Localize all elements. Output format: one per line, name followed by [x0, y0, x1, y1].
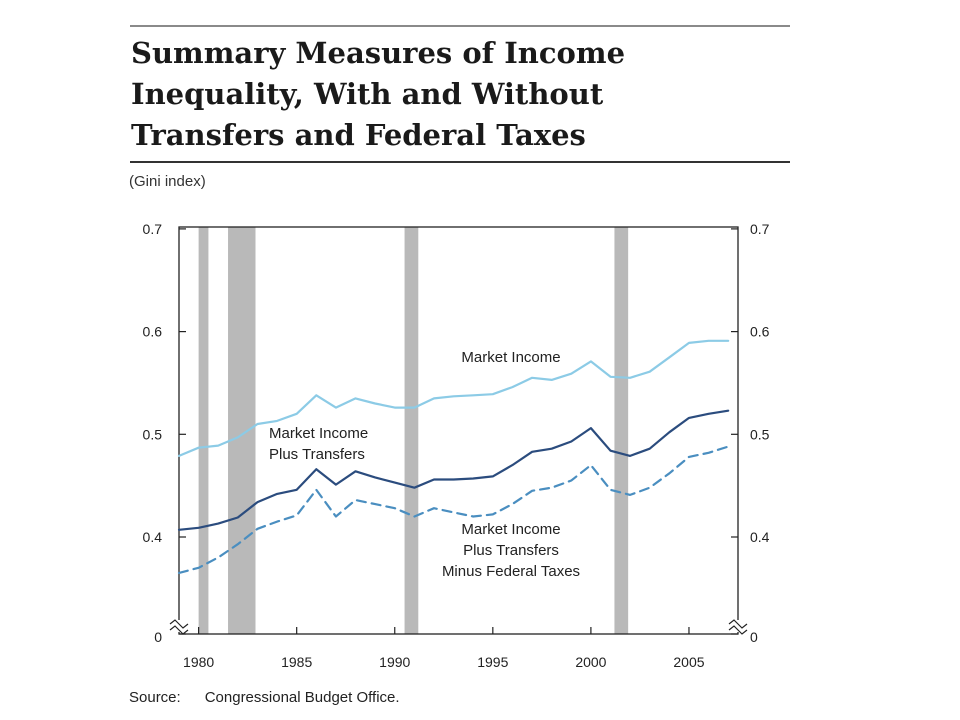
y-tick-label-left: 0.4	[143, 529, 163, 545]
chart-title: Summary Measures of Income Inequality, W…	[131, 33, 781, 156]
axis-break-bottom-1	[728, 625, 748, 635]
y-tick-label-right: 0.5	[750, 426, 770, 442]
x-tick-label: 2000	[575, 654, 606, 670]
y-tick-label-left: 0.7	[143, 221, 163, 237]
unit-label: (Gini index)	[129, 173, 206, 190]
annotation-line: Plus Transfers	[463, 542, 559, 559]
annotation-minus-taxes: Market Income Plus Transfers Minus Federal…	[442, 521, 580, 580]
y-axis-ticks: 0.7 0.7 0.6 0.6 0.5 0.5 0.4 0.4 0 0	[143, 221, 770, 645]
source-label: Source:	[129, 689, 181, 706]
annotation-line: Market Income	[269, 425, 368, 442]
y-tick-label-left: 0	[154, 629, 162, 645]
x-tick-label: 2005	[673, 654, 704, 670]
title-underline-rule	[130, 161, 790, 163]
annotation-plus-transfers: Market Income Plus Transfers	[269, 425, 368, 463]
annotation-line: Market Income	[461, 521, 560, 538]
recession-bar-2	[228, 227, 256, 634]
axis-break-symbols	[169, 619, 748, 635]
annotation-line: Plus Transfers	[269, 446, 365, 463]
title-line-3: Transfers and Federal Taxes	[131, 118, 586, 152]
recession-bars	[198, 227, 629, 634]
annotation-line: Market Income	[461, 349, 560, 366]
series-line-market-income	[177, 339, 730, 457]
axis-break-top-1	[728, 619, 748, 629]
x-tick-label: 1985	[281, 654, 312, 670]
x-tick-label: 1980	[183, 654, 214, 670]
title-line-1: Summary Measures of Income	[131, 36, 626, 70]
series-annotations: Market Income Market Income Plus Transfers…	[269, 349, 580, 580]
plot-frame	[178, 226, 739, 635]
annotation-market-income: Market Income	[461, 349, 560, 366]
top-rule	[130, 25, 790, 27]
y-tick-label-right: 0.6	[750, 324, 770, 340]
y-tick-label-right: 0.7	[750, 221, 770, 237]
source-note: Source: Congressional Budget Office.	[129, 689, 400, 706]
y-tick-label-left: 0.6	[143, 324, 163, 340]
x-axis-ticks: 1980 1985 1990 1995 2000 2005	[183, 627, 705, 670]
x-tick-label: 1995	[477, 654, 508, 670]
axis-break-bottom-0	[169, 625, 189, 635]
y-tick-label-right: 0	[750, 629, 758, 645]
recession-bar-4	[614, 227, 629, 634]
axis-break-mask-0	[175, 620, 183, 632]
source-text: Congressional Budget Office.	[204, 689, 400, 706]
annotation-line: Minus Federal Taxes	[442, 563, 580, 580]
y-tick-label-right: 0.4	[750, 529, 770, 545]
y-tick-label-left: 0.5	[143, 426, 163, 442]
axis-break-mask-1	[734, 620, 742, 632]
recession-bar-1	[198, 227, 209, 634]
x-tick-label: 1990	[379, 654, 410, 670]
recession-bar-3	[404, 227, 419, 634]
title-line-2: Inequality, With and Without	[131, 77, 604, 111]
axis-break-top-0	[169, 619, 189, 629]
series-line-plus-transfers	[177, 409, 730, 531]
series-lines	[177, 339, 730, 575]
series-line-minus-taxes	[177, 445, 730, 575]
